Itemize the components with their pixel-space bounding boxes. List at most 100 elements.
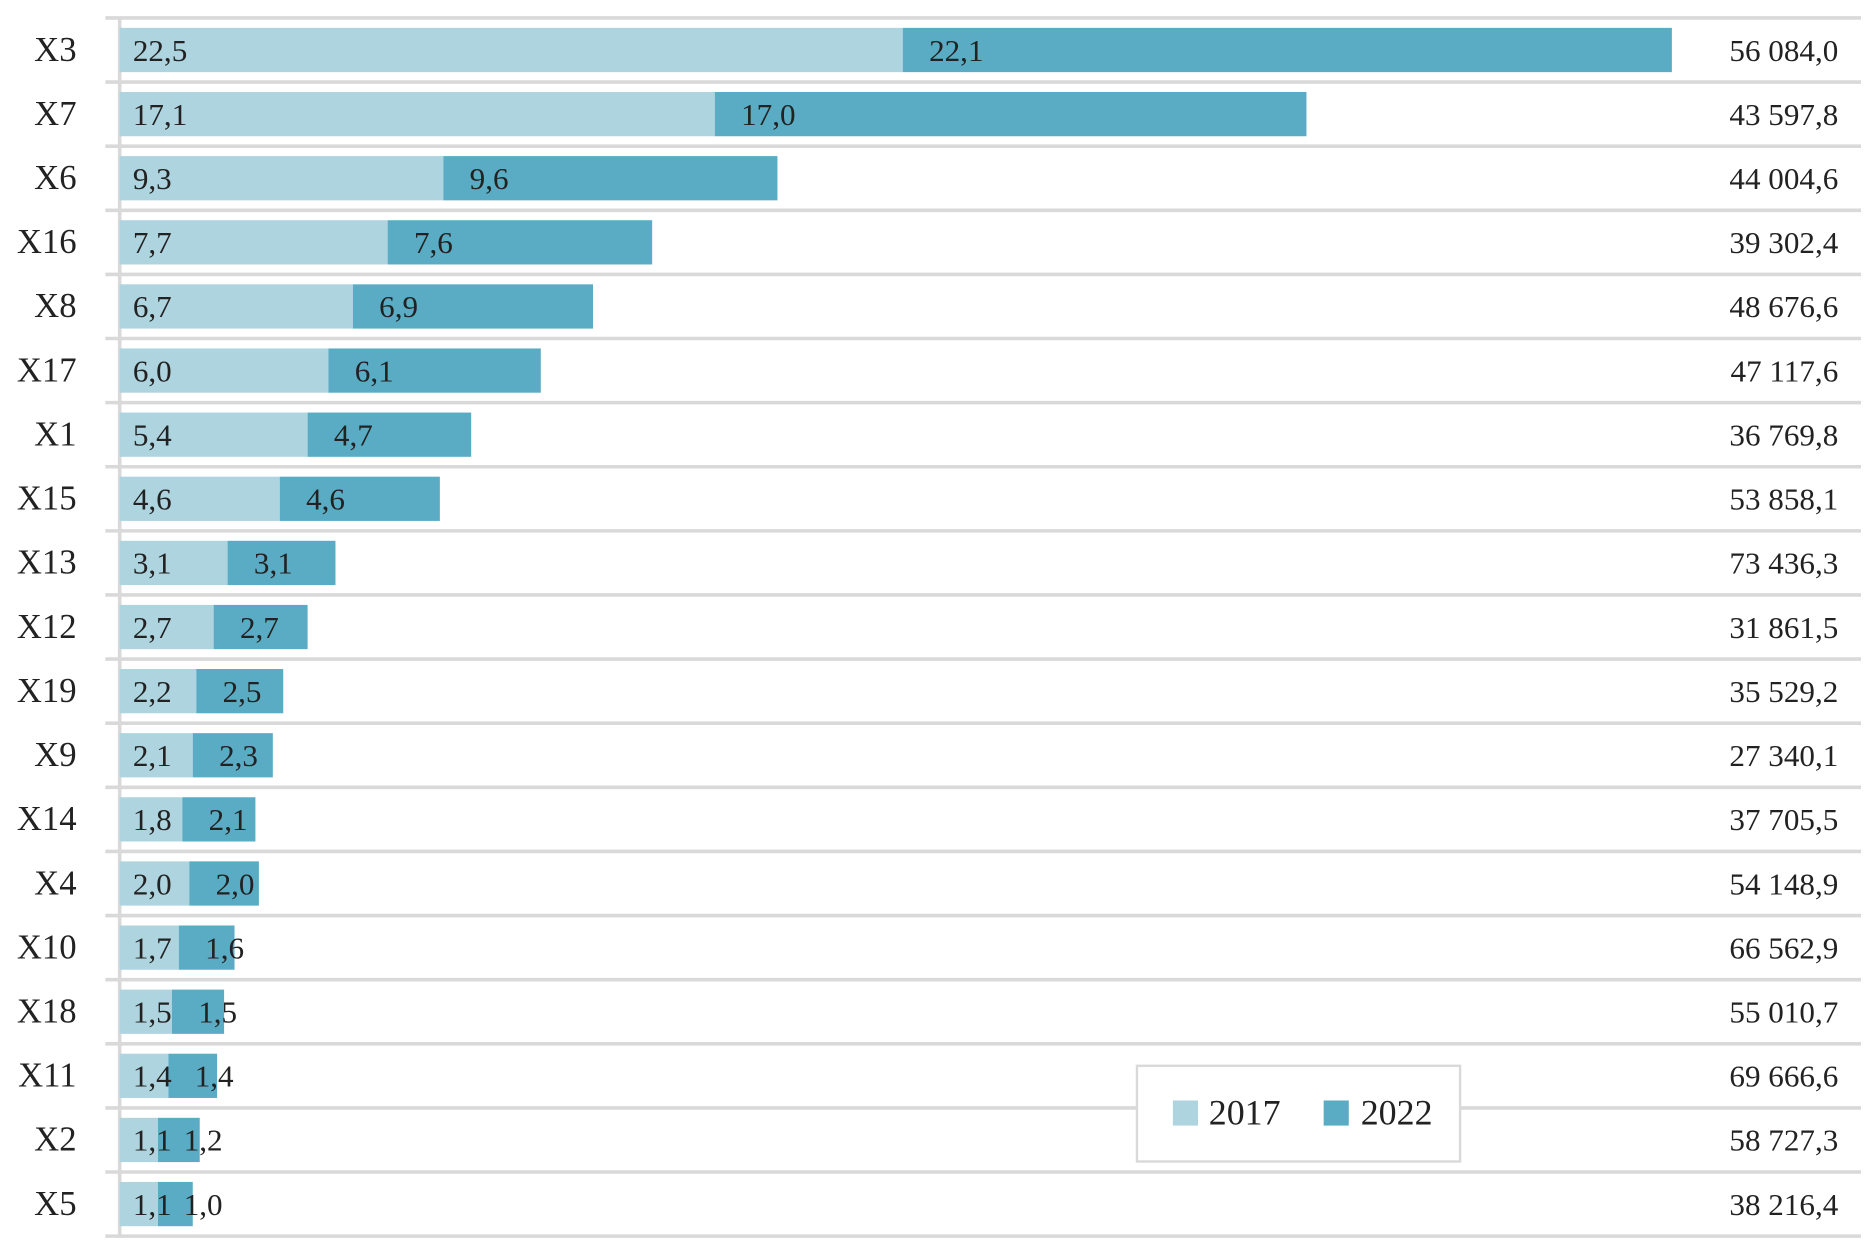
bar-2017 bbox=[119, 1117, 158, 1163]
data-label-2022: 7,6 bbox=[414, 225, 453, 260]
data-label-2022: 6,9 bbox=[379, 289, 418, 324]
category-label: X5 bbox=[34, 1184, 76, 1223]
data-label-2017: 1,8 bbox=[133, 802, 172, 837]
category-label: X8 bbox=[34, 286, 76, 325]
bar-2022 bbox=[157, 1181, 193, 1227]
right-value: 31 861,5 bbox=[1729, 610, 1838, 645]
category-label: X14 bbox=[17, 799, 77, 838]
bar-2017 bbox=[119, 1181, 158, 1227]
category-label: X17 bbox=[17, 350, 77, 389]
data-label-2022: 2,1 bbox=[209, 802, 248, 837]
data-label-2017: 1,1 bbox=[133, 1123, 172, 1158]
data-label-2017: 2,1 bbox=[133, 738, 172, 773]
data-label-2022: 2,0 bbox=[216, 866, 255, 901]
data-label-2022: 6,1 bbox=[355, 353, 394, 388]
data-label-2017: 7,7 bbox=[133, 225, 172, 260]
right-value: 35 529,2 bbox=[1729, 674, 1838, 709]
data-label-2017: 5,4 bbox=[133, 417, 172, 452]
data-label-2022: 22,1 bbox=[929, 33, 983, 68]
bar-2022 bbox=[178, 925, 235, 970]
bar-2022 bbox=[157, 1117, 200, 1163]
legend-swatch-2022 bbox=[1323, 1100, 1349, 1126]
right-value: 69 666,6 bbox=[1729, 1059, 1838, 1094]
data-label-2017: 22,5 bbox=[133, 33, 187, 68]
category-label: X10 bbox=[17, 927, 77, 966]
data-label-2022: 1,6 bbox=[205, 930, 244, 965]
right-value: 54 148,9 bbox=[1729, 866, 1838, 901]
right-value: 58 727,3 bbox=[1729, 1123, 1838, 1158]
right-value: 47 117,6 bbox=[1731, 353, 1839, 388]
data-label-2022: 9,6 bbox=[470, 161, 509, 196]
data-label-2017: 2,2 bbox=[133, 674, 172, 709]
bar-2017 bbox=[119, 348, 329, 393]
data-label-2017: 1,1 bbox=[133, 1187, 172, 1222]
category-label: X4 bbox=[34, 863, 76, 902]
data-label-2017: 2,7 bbox=[133, 610, 172, 645]
bar-2022 bbox=[189, 861, 259, 906]
bar-2017 bbox=[119, 91, 715, 137]
bar-2022 bbox=[182, 797, 256, 842]
data-label-2017: 1,7 bbox=[133, 930, 172, 965]
labels: X3 22,5 22,1 56 084,0 X7 17,1 17,0 43 597,8 X6 9,… bbox=[17, 30, 1839, 1223]
data-label-2017: 3,1 bbox=[133, 546, 172, 581]
bar-2022 bbox=[443, 156, 778, 201]
category-label: X13 bbox=[17, 543, 77, 582]
right-value: 43 597,8 bbox=[1729, 97, 1838, 132]
right-value: 48 676,6 bbox=[1729, 289, 1838, 324]
category-label: X16 bbox=[17, 222, 77, 261]
data-label-2022: 4,6 bbox=[306, 482, 345, 517]
bar-2017 bbox=[119, 989, 172, 1034]
bar-2017 bbox=[119, 284, 353, 329]
bar-2022 bbox=[328, 348, 541, 393]
data-label-2017: 6,7 bbox=[133, 289, 172, 324]
legend-label-2022: 2022 bbox=[1361, 1092, 1433, 1132]
category-label: X6 bbox=[34, 158, 76, 197]
data-label-2022: 17,0 bbox=[741, 97, 795, 132]
category-label: X15 bbox=[17, 479, 77, 518]
bar-2017 bbox=[119, 861, 190, 906]
category-label: X19 bbox=[17, 671, 77, 710]
data-label-2022: 1,5 bbox=[198, 994, 237, 1029]
data-label-2022: 4,7 bbox=[334, 417, 373, 452]
right-value: 73 436,3 bbox=[1729, 546, 1838, 581]
bar-2017 bbox=[119, 797, 183, 842]
bar-2017 bbox=[119, 1053, 169, 1098]
right-value: 37 705,5 bbox=[1729, 802, 1838, 837]
bar-2017 bbox=[119, 925, 179, 970]
data-label-2017: 2,0 bbox=[133, 866, 172, 901]
bar-2022 bbox=[168, 1053, 218, 1098]
bar-2017 bbox=[119, 220, 388, 265]
data-label-2017: 6,0 bbox=[133, 353, 172, 388]
data-label-2017: 1,4 bbox=[133, 1059, 172, 1094]
data-label-2022: 1,0 bbox=[184, 1187, 223, 1222]
data-label-2017: 1,5 bbox=[133, 994, 172, 1029]
bar-2017 bbox=[119, 476, 280, 521]
legend-swatch-2017 bbox=[1172, 1100, 1198, 1126]
data-label-2022: 2,5 bbox=[223, 674, 262, 709]
gridlines bbox=[105, 16, 1862, 1238]
bar-2022 bbox=[902, 27, 1672, 73]
data-label-2022: 1,4 bbox=[195, 1059, 234, 1094]
bar-2017 bbox=[119, 604, 214, 650]
bar-2022 bbox=[196, 669, 284, 714]
right-value: 39 302,4 bbox=[1729, 225, 1838, 260]
bar-2022 bbox=[227, 540, 336, 586]
data-label-2022: 1,2 bbox=[184, 1123, 223, 1158]
bar-2017 bbox=[119, 27, 903, 73]
bar-2017 bbox=[119, 412, 308, 457]
bar-2022 bbox=[171, 989, 225, 1034]
right-value: 44 004,6 bbox=[1729, 161, 1838, 196]
category-label: X18 bbox=[17, 991, 77, 1030]
bar-2022 bbox=[192, 733, 273, 778]
right-value: 27 340,1 bbox=[1729, 738, 1838, 773]
right-value: 36 769,8 bbox=[1729, 417, 1838, 452]
data-label-2022: 2,3 bbox=[219, 738, 258, 773]
bar-2022 bbox=[279, 476, 440, 521]
bar-2017 bbox=[119, 156, 444, 201]
category-label: X9 bbox=[34, 735, 76, 774]
right-value: 56 084,0 bbox=[1729, 33, 1838, 68]
bar-2017 bbox=[119, 733, 193, 778]
data-label-2017: 4,6 bbox=[133, 482, 172, 517]
category-label: X3 bbox=[34, 30, 76, 69]
